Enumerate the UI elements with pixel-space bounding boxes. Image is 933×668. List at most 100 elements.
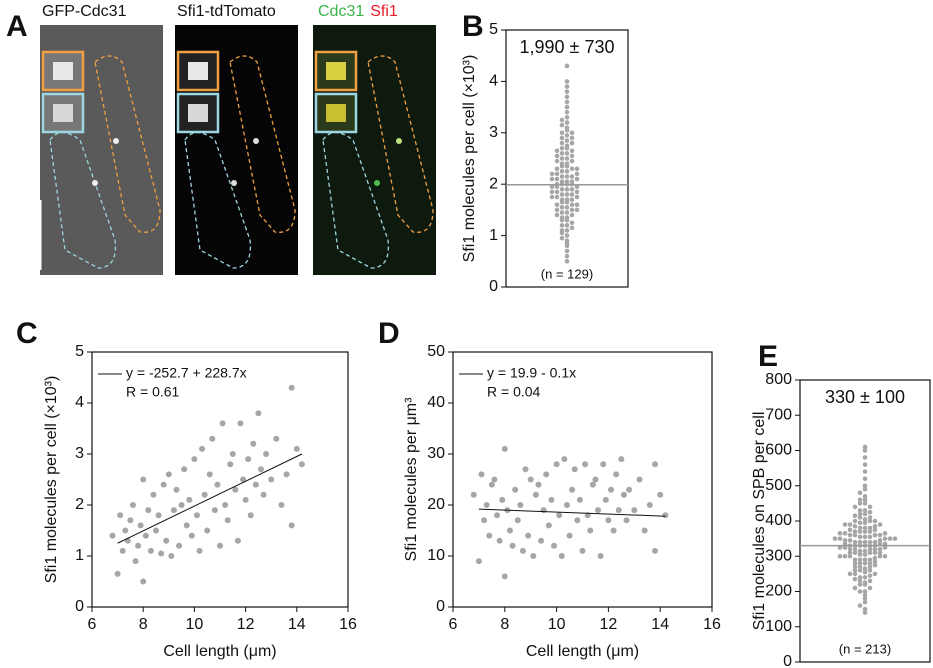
x-tick-label: 8 (500, 616, 509, 633)
y-tick-label: 800 (765, 371, 792, 388)
x-tick-label: 6 (449, 616, 458, 633)
data-point (582, 461, 589, 468)
data-point (564, 151, 570, 156)
data-point (862, 511, 868, 517)
data-point (257, 466, 264, 473)
data-point (178, 502, 185, 508)
data-point (867, 568, 873, 573)
data-point (564, 125, 570, 130)
data-point (564, 205, 570, 210)
data-point (867, 550, 873, 556)
y-tick-label: 600 (765, 442, 792, 459)
fit-label: y = -252.7 + 228.7x (126, 365, 247, 381)
y-tick-label: 30 (427, 445, 445, 462)
data-point (857, 603, 863, 608)
data-point (554, 176, 560, 182)
cell-outline (94, 55, 161, 233)
data-point (559, 228, 565, 233)
data-point (543, 471, 550, 478)
data-point (852, 529, 858, 534)
data-point (877, 553, 883, 559)
fit-label: R = 0.04 (487, 384, 541, 400)
data-point (559, 140, 565, 146)
data-point (548, 496, 555, 503)
data-point (872, 527, 878, 533)
data-point (569, 158, 575, 164)
data-point (559, 174, 565, 179)
data-point (862, 534, 868, 540)
data-point (470, 491, 477, 498)
y-tick-label: 2 (75, 496, 84, 513)
data-point (564, 143, 570, 148)
data-point (559, 135, 565, 141)
data-point (278, 502, 285, 508)
y-tick-label: 4 (75, 394, 84, 411)
y-tick-label: 0 (783, 653, 792, 668)
data-point (554, 194, 560, 200)
data-point (852, 576, 858, 582)
data-point (872, 539, 878, 545)
data-point (862, 539, 868, 545)
y-tick-label: 50 (427, 343, 445, 360)
cell-outline (229, 55, 296, 233)
data-point (887, 536, 893, 541)
data-point (155, 512, 162, 519)
data-point (569, 166, 575, 172)
data-point (571, 466, 578, 473)
data-point (832, 536, 838, 541)
data-point (170, 507, 177, 514)
data-point (595, 507, 602, 514)
data-point (862, 580, 868, 585)
data-point (559, 223, 565, 228)
x-tick-label: 6 (88, 616, 97, 633)
data-point (862, 529, 868, 534)
data-point (173, 486, 180, 493)
y-tick-label: 4 (489, 73, 498, 90)
data-point (646, 502, 653, 508)
data-point (559, 117, 565, 123)
data-point (564, 259, 570, 264)
data-point (234, 537, 241, 544)
data-point (872, 546, 878, 552)
data-point (564, 179, 570, 184)
y-axis-label: Sfi1 molecules on SPB per cell (751, 412, 768, 631)
y-tick-label: 3 (489, 124, 498, 141)
data-point (862, 589, 868, 594)
data-point (142, 532, 149, 539)
data-point (564, 109, 570, 115)
data-point (569, 187, 575, 192)
data-point (862, 448, 868, 453)
data-point (847, 546, 853, 552)
data-point (181, 466, 188, 473)
data-point (204, 527, 211, 534)
data-point (150, 491, 157, 498)
data-point (559, 187, 565, 192)
data-point (193, 512, 200, 519)
data-point (842, 553, 848, 559)
data-point (140, 578, 147, 585)
data-point (852, 550, 858, 556)
x-tick-label: 10 (548, 616, 566, 633)
x-tick-label: 8 (139, 616, 148, 633)
data-point (563, 502, 570, 508)
data-point (260, 491, 267, 498)
data-point (867, 546, 873, 552)
data-point (196, 547, 203, 554)
data-point (153, 527, 159, 534)
data-point (554, 148, 560, 154)
data-point (574, 189, 580, 195)
data-point (589, 481, 596, 488)
data-point (191, 456, 198, 463)
data-point (862, 483, 868, 489)
data-point (569, 486, 576, 493)
panel-label: B (462, 10, 484, 43)
data-point (569, 153, 575, 159)
spot (113, 138, 119, 144)
data-point (579, 547, 586, 554)
y-tick-label: 400 (765, 512, 792, 529)
data-point (109, 532, 116, 539)
data-point (857, 561, 863, 566)
data-point (545, 522, 552, 529)
data-point (132, 558, 139, 565)
panel-label: A (6, 10, 28, 43)
